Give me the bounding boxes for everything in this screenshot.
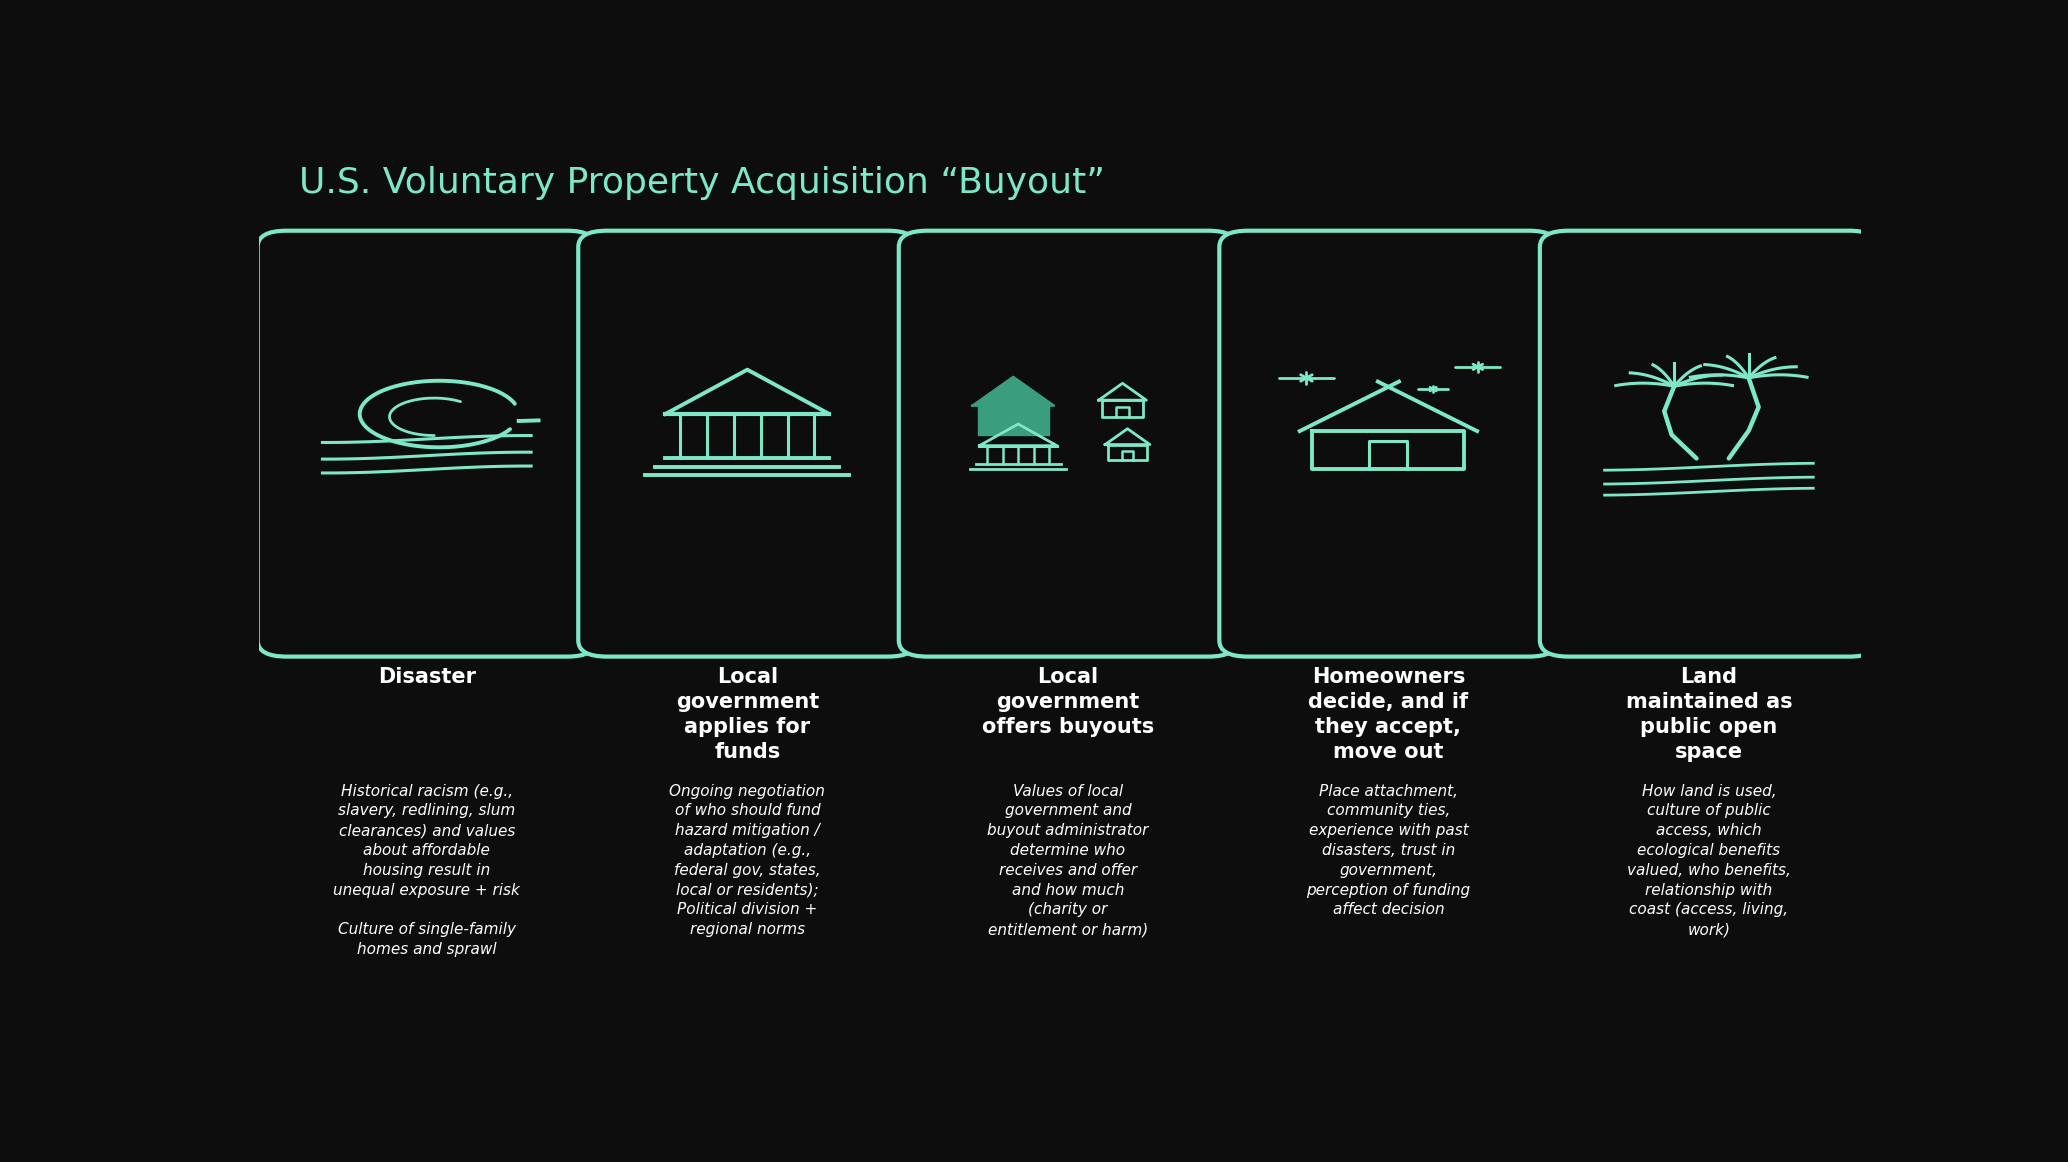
Text: Local
government
applies for
funds: Local government applies for funds [676, 667, 819, 762]
Text: How land is used,
culture of public
access, which
ecological benefits
valued, wh: How land is used, culture of public acce… [1628, 783, 1791, 938]
Polygon shape [972, 376, 1055, 406]
Text: Land
maintained as
public open
space: Land maintained as public open space [1625, 667, 1793, 762]
Text: Homeowners
decide, and if
they accept,
move out: Homeowners decide, and if they accept, m… [1309, 667, 1468, 762]
Text: Disaster: Disaster [378, 667, 476, 688]
FancyBboxPatch shape [1220, 231, 1557, 657]
Text: Ongoing negotiation
of who should fund
hazard mitigation /
adaptation (e.g.,
fed: Ongoing negotiation of who should fund h… [670, 783, 825, 938]
Text: Place attachment,
community ties,
experience with past
disasters, trust in
gover: Place attachment, community ties, experi… [1307, 783, 1470, 918]
FancyBboxPatch shape [1541, 231, 1878, 657]
Text: Local
government
offers buyouts: Local government offers buyouts [982, 667, 1154, 737]
Text: Values of local
government and
buyout administrator
determine who
receives and o: Values of local government and buyout ad… [986, 783, 1148, 938]
Text: U.S. Voluntary Property Acquisition “Buyout”: U.S. Voluntary Property Acquisition “Buy… [298, 166, 1104, 200]
FancyBboxPatch shape [258, 231, 596, 657]
Text: Historical racism (e.g.,
slavery, redlining, slum
clearances) and values
about a: Historical racism (e.g., slavery, redlin… [333, 783, 521, 957]
FancyBboxPatch shape [579, 231, 916, 657]
FancyBboxPatch shape [900, 231, 1237, 657]
Polygon shape [978, 406, 1048, 435]
